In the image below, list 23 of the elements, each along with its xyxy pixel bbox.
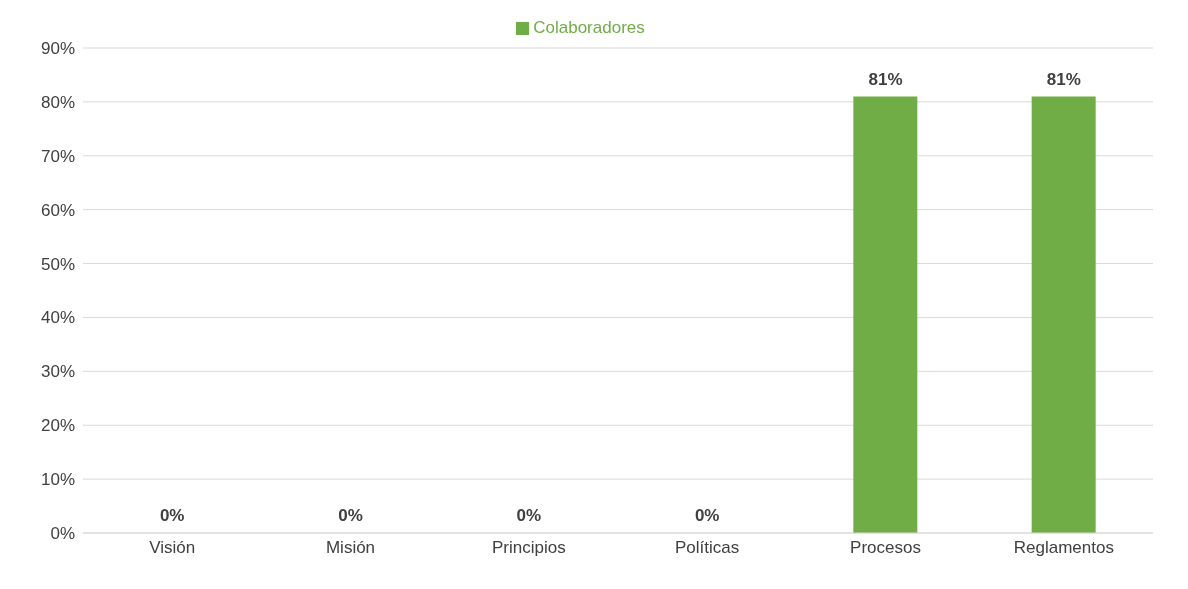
text: 0%	[159, 506, 185, 525]
y-tick-label: 30%	[40, 362, 75, 382]
y-tick-label: 20%	[40, 416, 75, 436]
y-tick-label: 70%	[40, 146, 75, 166]
text: 81%	[868, 69, 903, 89]
y-tick-label: 50%	[40, 254, 75, 274]
y-tick-label: 10%	[40, 470, 75, 490]
x-tick-label: Misión	[325, 538, 376, 558]
legend-label: Colaboradores	[533, 18, 645, 37]
x-tick-label: Reglamentos	[1013, 538, 1114, 558]
y-tick-label: 80%	[40, 92, 75, 112]
text: 0%	[694, 506, 720, 525]
text: 0%	[516, 506, 542, 525]
y-tick-label: 90%	[40, 39, 75, 59]
x-tick-label: Visión	[149, 538, 196, 558]
y-tick-label: 0%	[50, 524, 75, 544]
y-tick-label: 40%	[40, 308, 75, 328]
y-tick-label: 60%	[40, 200, 75, 220]
x-tick-label: Políticas	[675, 538, 740, 558]
text: 0%	[338, 506, 363, 525]
x-tick-label: Principios	[491, 538, 566, 558]
x-tick-label: Procesos	[850, 538, 921, 558]
text: 81%	[1046, 69, 1081, 89]
